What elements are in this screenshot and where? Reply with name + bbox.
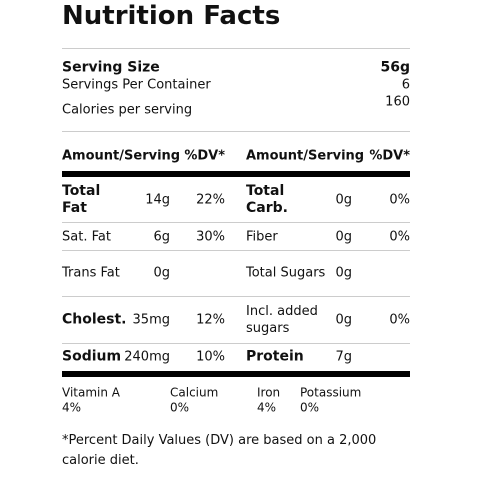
nutrient-dv: 0% [389,312,410,328]
nutrient-name: Total Fat [62,183,101,216]
vitamin-name: Iron [257,385,281,400]
nutrient-name: Incl. added sugars [246,304,318,336]
nutrient-name: Sat. Fat [62,229,111,245]
divider [62,250,410,251]
servings: 6 [401,77,410,93]
header: %DV* [184,148,225,164]
header: Amount/Serving [246,148,365,164]
vitamin-dv: 4% [257,400,277,415]
thick-divider [62,171,410,177]
header: %DV* [369,148,410,164]
nutrient-name: Trans Fat [62,265,120,281]
nutrient-amount: 0g [335,312,352,328]
vitamin-dv: 4% [62,400,82,415]
nutrient-dv: 30% [196,229,225,245]
divider [62,296,410,297]
nutrient-amount: 0g [335,265,352,281]
nutrient-amount: 14g [145,192,170,208]
nutrient-amount: 35mg [132,312,170,328]
thick-divider [62,371,410,377]
calories: 160 [385,94,410,110]
title: Nutrition Facts [62,1,281,31]
nutrient-dv: 22% [196,192,225,208]
calories-label: Calories per serving [62,102,193,118]
header: Amount/Serving [62,148,181,164]
vitamin-dv: 0% [300,400,320,415]
vitamin-dv: 0% [170,400,190,415]
footnote: *Percent Daily Values (DV) are based on … [62,433,377,468]
nutrient-name: Total Carb. [246,183,288,216]
nutrient-dv: 10% [196,349,225,365]
nutrient-amount: 6g [153,229,170,245]
divider [62,48,410,49]
vitamin-name: Vitamin A [62,385,120,400]
nutrient-amount: 0g [335,192,352,208]
nutrient-amount: 7g [335,349,352,365]
nutrient-amount: 0g [153,265,170,281]
nutrient-dv: 0% [389,229,410,245]
vitamin-name: Calcium [170,385,219,400]
nutrient-name: Total Sugars [246,265,326,281]
divider [62,343,410,344]
divider [62,131,410,132]
nutrient-dv: 0% [389,192,410,208]
nutrient-name: Protein [246,348,304,365]
divider [62,222,410,223]
serving-size: 56g [380,59,410,76]
nutrient-amount: 240mg [124,349,170,365]
nutrient-name: Sodium [62,348,122,365]
nutrient-dv: 12% [196,312,225,328]
nutrient-name: Fiber [246,229,278,245]
nutrient-name: Cholest. [62,311,127,328]
servings-label: Servings Per Container [62,77,211,93]
nutrient-amount: 0g [335,229,352,245]
vitamin-name: Potassium [300,385,362,400]
serving-size-label: Serving Size [62,59,160,76]
